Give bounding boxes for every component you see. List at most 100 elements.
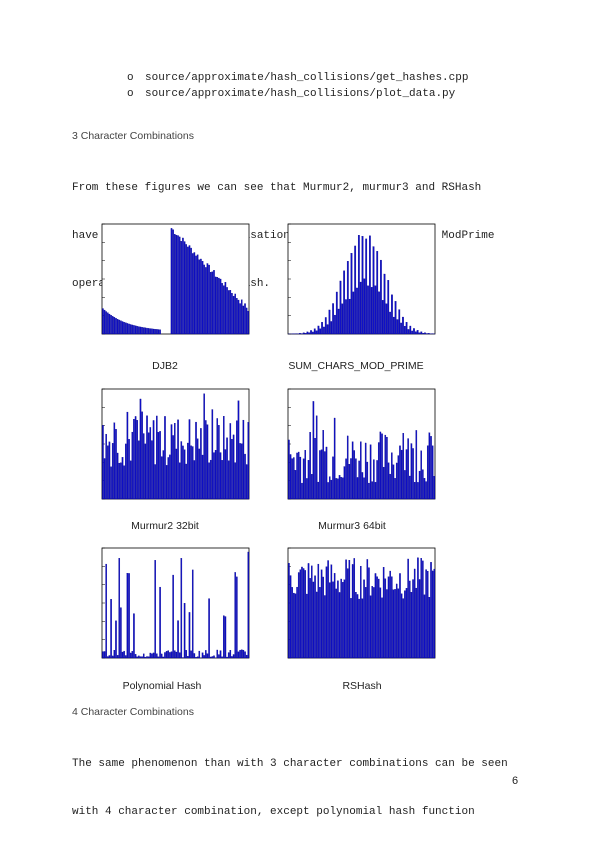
histogram-bar xyxy=(288,562,290,659)
histogram-bar xyxy=(193,252,196,335)
histogram-bar xyxy=(169,652,171,659)
histogram-bar xyxy=(152,420,155,500)
histogram-bar xyxy=(426,445,429,500)
histogram-bar xyxy=(200,258,202,335)
histogram-bar xyxy=(427,333,430,335)
histogram-bar xyxy=(423,594,426,659)
histogram-bar xyxy=(428,432,431,500)
histogram-bar xyxy=(405,449,408,500)
histogram-bar xyxy=(146,327,148,335)
histogram-bar xyxy=(379,431,382,500)
histogram-bar xyxy=(422,560,424,659)
histogram-bar xyxy=(205,267,207,335)
histogram-bar xyxy=(167,650,170,659)
histogram-bar xyxy=(409,475,411,500)
histogram-bar xyxy=(134,416,137,500)
figure-rshash xyxy=(270,542,440,679)
histogram-bar xyxy=(338,475,341,500)
histogram-bar xyxy=(369,595,372,659)
histogram-bar xyxy=(151,440,153,500)
histogram-bar xyxy=(223,615,225,659)
histogram-bar xyxy=(425,481,427,500)
figure-caption: Murmur2 32bit xyxy=(131,520,199,532)
histogram-bar xyxy=(131,324,134,335)
histogram-bar xyxy=(397,455,400,500)
histogram-bar xyxy=(320,449,323,500)
histogram-bar xyxy=(302,332,305,335)
histogram-bar xyxy=(191,569,194,659)
histogram-bar xyxy=(209,656,212,659)
histogram-bar xyxy=(183,449,186,500)
histogram-bar xyxy=(371,481,373,500)
histogram-bar xyxy=(245,654,248,659)
histogram-bar xyxy=(325,446,328,500)
histogram-bar xyxy=(423,478,426,500)
histogram-bar xyxy=(138,326,140,335)
histogram-bar xyxy=(213,270,215,335)
histogram-bar xyxy=(301,566,303,659)
histogram-bar xyxy=(110,599,112,659)
histogram-bar xyxy=(102,651,104,659)
histogram-bar xyxy=(315,415,318,500)
histogram-bar xyxy=(397,588,400,659)
histogram-bar xyxy=(410,592,413,659)
histogram-bar xyxy=(391,294,393,335)
histogram-bar xyxy=(412,579,414,659)
histogram-bar xyxy=(157,656,160,659)
histogram-bar xyxy=(404,590,406,659)
histogram-bar xyxy=(156,653,158,659)
histogram-bar xyxy=(312,581,315,659)
histogram-bar xyxy=(304,570,307,659)
histogram-bar xyxy=(185,244,187,335)
histogram-bar xyxy=(412,448,414,500)
histogram-bar xyxy=(182,237,184,335)
histogram-bar xyxy=(378,291,380,335)
histogram-bar xyxy=(311,474,313,500)
histogram-bar xyxy=(142,327,145,335)
histogram-bar xyxy=(358,460,360,500)
histogram-bar xyxy=(175,234,178,335)
histogram-bar xyxy=(111,655,114,659)
histogram-bar xyxy=(376,251,379,335)
histogram-bar xyxy=(211,656,214,659)
histogram-bar xyxy=(346,568,349,659)
histogram-bar xyxy=(335,291,338,335)
histogram-bar xyxy=(162,656,165,659)
histogram-bar xyxy=(355,592,357,659)
histogram-bar xyxy=(328,309,331,335)
histogram-bar xyxy=(134,654,137,659)
histogram-bar xyxy=(174,650,176,659)
histogram-bar xyxy=(239,649,241,659)
histogram-bar xyxy=(172,574,174,659)
histogram-bar xyxy=(360,565,362,659)
histogram-bar xyxy=(229,290,232,335)
histogram-bar xyxy=(389,570,391,659)
histogram-bar xyxy=(324,595,326,659)
histogram-bar xyxy=(170,651,173,659)
histogram-bar xyxy=(306,593,308,659)
histogram-bar xyxy=(363,477,365,500)
histogram-bar xyxy=(227,290,230,335)
histogram-bar xyxy=(307,563,310,659)
file-path: source/approximate/hash_collisions/plot_… xyxy=(145,88,456,100)
histogram-bar xyxy=(118,462,121,500)
histogram-bar xyxy=(389,473,391,500)
histogram-bar xyxy=(391,452,393,500)
histogram-bar xyxy=(154,560,156,659)
histogram-bar xyxy=(361,236,364,335)
histogram-bar xyxy=(198,650,201,659)
histogram-bar xyxy=(319,450,321,500)
histogram-bar xyxy=(113,650,116,659)
histogram-bar xyxy=(409,325,412,335)
histogram-bar xyxy=(214,450,217,500)
figure-djb2 xyxy=(84,218,254,355)
histogram-bar xyxy=(126,411,129,500)
histogram-bar xyxy=(335,588,338,659)
histogram-bar xyxy=(193,653,196,659)
histogram-bar xyxy=(431,570,434,659)
histogram-bar xyxy=(178,236,181,335)
histogram-bar xyxy=(382,466,385,500)
histogram-bar xyxy=(420,558,422,659)
histogram-bar xyxy=(416,330,419,335)
histogram-bar xyxy=(128,439,130,500)
